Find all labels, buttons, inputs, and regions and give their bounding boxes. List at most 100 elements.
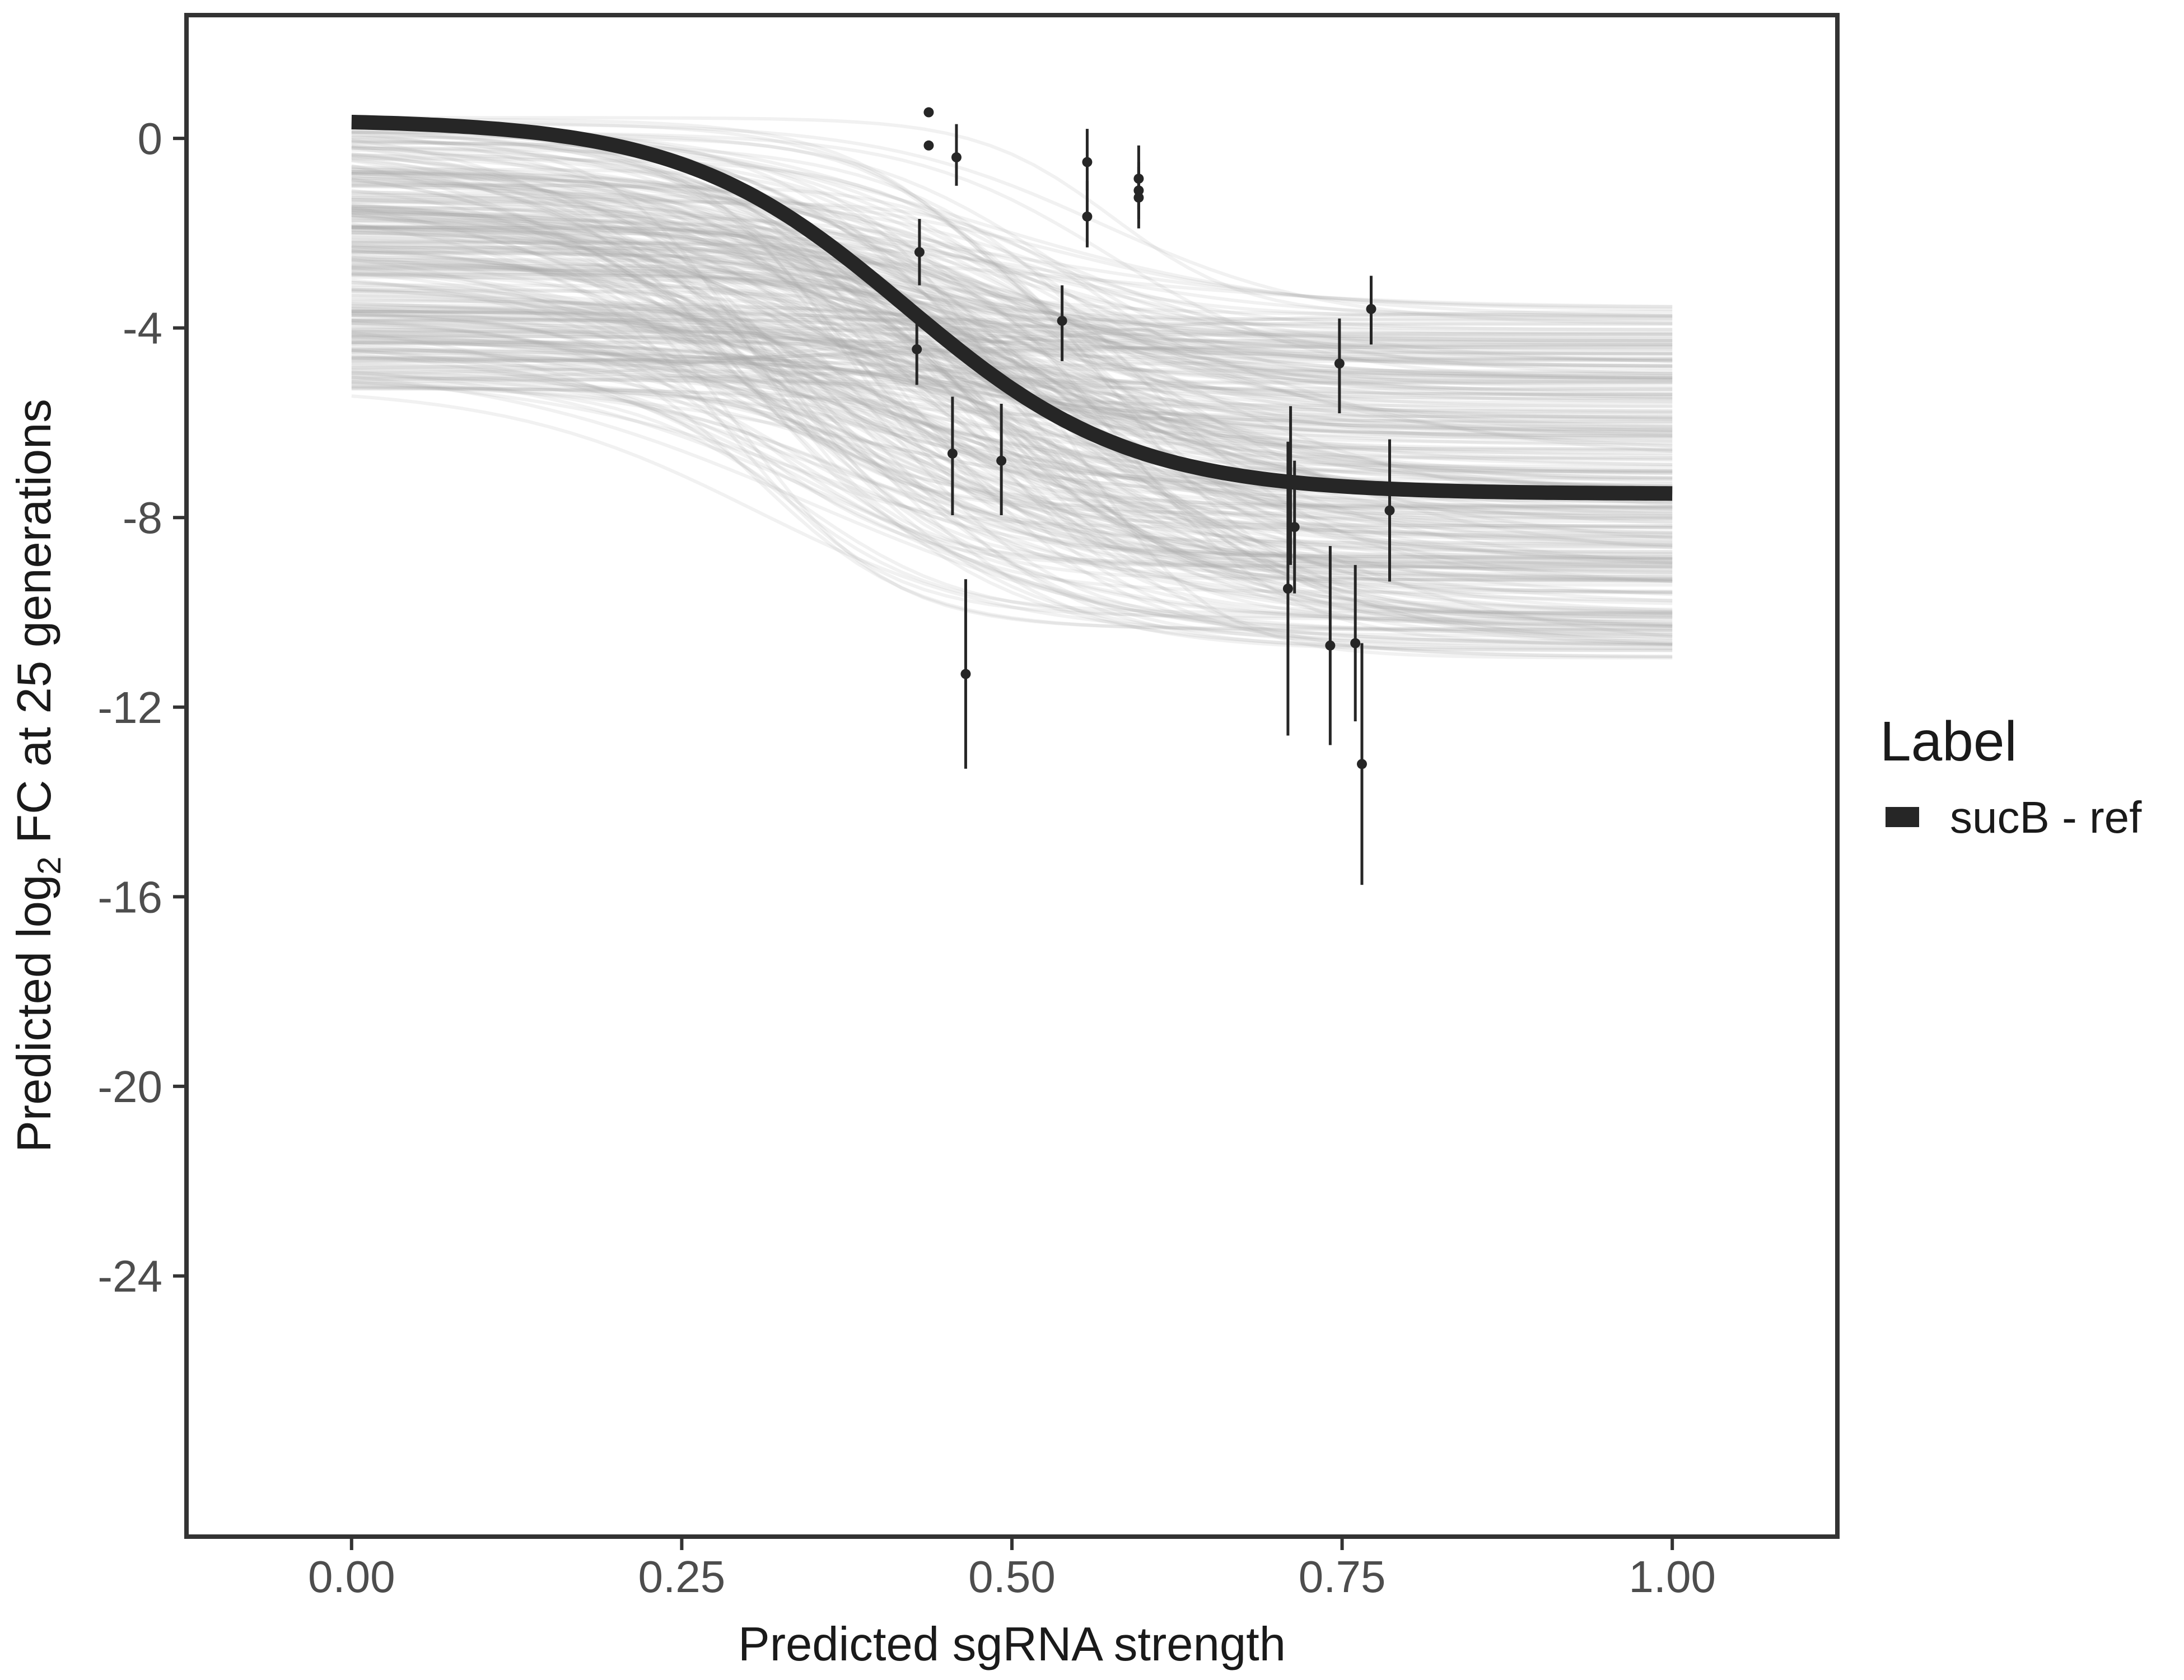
y-tick-label: -4 <box>123 304 162 353</box>
legend-title: Label <box>1880 710 2017 773</box>
data-point <box>1282 441 1293 736</box>
y-tick-label: -16 <box>97 872 162 922</box>
posterior-draw-line <box>351 374 1673 543</box>
posterior-draw-line <box>351 171 1673 506</box>
x-axis-title: Predicted sgRNA strength <box>738 1618 1286 1671</box>
posterior-draw-line <box>351 283 1673 584</box>
posterior-draw-line <box>351 260 1673 633</box>
posterior-draw-line <box>351 216 1673 317</box>
posterior-draw-line <box>351 345 1673 370</box>
posterior-draw-line <box>351 351 1673 420</box>
posterior-draw-line <box>351 248 1673 362</box>
posterior-draw-line <box>351 340 1673 646</box>
posterior-draw-line <box>351 225 1673 375</box>
posterior-draw-line <box>351 235 1673 437</box>
posterior-draw-line <box>351 176 1673 409</box>
posterior-draw-line <box>351 349 1673 503</box>
data-point <box>914 218 925 286</box>
posterior-draw-line <box>351 210 1673 643</box>
posterior-draw-line <box>351 345 1673 617</box>
posterior-draw-line <box>351 268 1673 451</box>
posterior-draw-line <box>351 180 1673 557</box>
y-tick-label: -12 <box>97 683 162 732</box>
point-marker <box>1325 640 1336 651</box>
posterior-draw-line <box>351 313 1673 361</box>
posterior-draw-line <box>351 244 1673 480</box>
posterior-draw-line <box>351 134 1673 560</box>
posterior-draw-line <box>351 146 1673 479</box>
posterior-draw-line <box>351 265 1673 575</box>
posterior-draw-line <box>351 204 1673 332</box>
posterior-draw-line <box>351 250 1673 419</box>
posterior-draw-line <box>351 212 1673 393</box>
posterior-draw-line <box>351 254 1673 408</box>
posterior-draw-line <box>351 225 1673 356</box>
y-axis-title-suffix: FC at 25 generations <box>8 399 61 856</box>
posterior-draw-line <box>351 343 1673 365</box>
posterior-draw-line <box>351 381 1673 517</box>
posterior-draw-line <box>351 319 1673 473</box>
posterior-draw-line <box>351 247 1673 461</box>
posterior-draw-line <box>351 230 1673 529</box>
posterior-draw-line <box>351 202 1673 581</box>
posterior-draw-line <box>351 306 1673 344</box>
point-marker <box>1289 522 1300 533</box>
point-marker <box>960 669 971 679</box>
y-axis-title-subscript: 2 <box>31 857 68 875</box>
data-point <box>1366 276 1376 345</box>
data-point <box>1384 439 1395 582</box>
posterior-draw-line <box>351 152 1673 396</box>
point-marker <box>947 448 958 459</box>
posterior-draw-line <box>351 304 1673 379</box>
posterior-draw-line <box>351 170 1673 363</box>
fit-line-layer <box>351 115 1673 501</box>
posterior-draw-line <box>351 249 1673 646</box>
posterior-draw-line <box>351 288 1673 355</box>
posterior-draw-line <box>351 362 1673 615</box>
posterior-draw-line <box>351 225 1673 520</box>
posterior-draw-line <box>351 141 1673 583</box>
posterior-draw-line <box>351 213 1673 628</box>
point-marker <box>914 247 925 258</box>
posterior-draw-line <box>351 305 1673 356</box>
posterior-draw-line <box>351 195 1673 363</box>
point-marker <box>912 344 922 354</box>
posterior-draw-line <box>351 215 1673 311</box>
plot-panel-border <box>184 13 1840 1539</box>
posterior-draw-line <box>351 255 1673 323</box>
posterior-draw-line <box>351 380 1673 612</box>
posterior-draw-line <box>351 207 1673 342</box>
posterior-draw-line <box>351 185 1673 626</box>
point-marker <box>1334 358 1345 369</box>
data-point <box>1082 181 1093 248</box>
posterior-draw-line <box>351 116 1673 318</box>
data-point <box>1133 166 1144 228</box>
posterior-draw-line <box>351 319 1673 614</box>
posterior-draw-line <box>351 268 1673 351</box>
posterior-draw-line <box>351 238 1673 652</box>
posterior-draw-line <box>351 153 1673 400</box>
posterior-draw-line <box>351 348 1673 646</box>
posterior-draw-line <box>351 189 1673 651</box>
posterior-draw-line <box>351 337 1673 438</box>
posterior-draw-line <box>351 136 1673 625</box>
posterior-draw-line <box>351 225 1673 460</box>
posterior-draw-line <box>351 226 1673 652</box>
posterior-draw-line <box>351 144 1673 547</box>
posterior-draw-line <box>351 129 1673 614</box>
posterior-draw-line <box>351 299 1673 356</box>
posterior-draw-line <box>351 324 1673 632</box>
posterior-draw-line <box>351 371 1673 617</box>
x-tick-label: 0.50 <box>968 1552 1056 1602</box>
posterior-draw-line <box>351 225 1673 492</box>
posterior-draw-line <box>351 171 1673 556</box>
posterior-draw-line <box>351 211 1673 516</box>
posterior-draw-line <box>351 272 1673 510</box>
posterior-draw-line <box>351 164 1673 543</box>
data-point <box>1285 406 1296 565</box>
data-point <box>1325 545 1336 745</box>
x-tick-label: 0.75 <box>1299 1552 1386 1602</box>
posterior-draw-line <box>351 310 1673 340</box>
posterior-draw-line <box>351 294 1673 659</box>
